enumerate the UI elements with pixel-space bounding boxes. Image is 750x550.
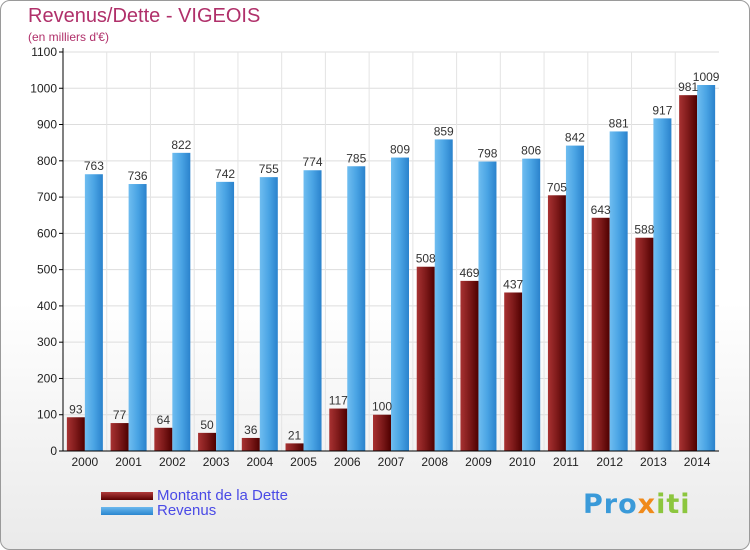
- bar-dette: [504, 292, 523, 451]
- data-label-dette: 643: [591, 203, 611, 217]
- bar-revenus: [653, 118, 672, 451]
- x-tick-label: 2010: [509, 455, 536, 469]
- y-tick-label: 300: [37, 335, 57, 349]
- x-tick-label: 2008: [421, 455, 448, 469]
- y-tick-label: 100: [37, 408, 57, 422]
- bar-revenus: [347, 166, 366, 451]
- bar-revenus: [259, 177, 278, 451]
- x-tick-label: 2011: [553, 455, 579, 469]
- legend-label-revenus: Revenus: [157, 502, 217, 519]
- bar-revenus: [609, 131, 628, 452]
- data-label-revenus: 1009: [693, 70, 720, 84]
- bar-dette: [329, 408, 348, 451]
- bar-revenus: [522, 158, 541, 451]
- axes: 0 100 200 300 400 500 600 700 800 900 1000 1100 2000…: [30, 45, 719, 469]
- data-label-dette: 50: [200, 418, 214, 432]
- y-tick-label: 0: [50, 444, 57, 458]
- x-tick-label: 2004: [246, 455, 273, 469]
- legend-swatch-revenus: [101, 507, 153, 515]
- bar-dette: [285, 443, 304, 451]
- y-tick-label: 600: [37, 226, 57, 240]
- data-label-dette: 981: [678, 80, 698, 94]
- data-label-dette: 64: [157, 413, 171, 427]
- bar-revenus: [434, 139, 453, 451]
- bar-dette: [679, 95, 698, 451]
- bar-revenus: [565, 145, 584, 452]
- data-label-dette: 117: [329, 394, 348, 408]
- x-tick-label: 2007: [378, 455, 405, 469]
- data-label-revenus: 822: [171, 138, 191, 152]
- y-tick-label: 200: [37, 371, 57, 385]
- data-label-dette: 100: [372, 400, 392, 414]
- data-label-dette: 705: [547, 180, 567, 194]
- data-label-revenus: 785: [346, 151, 366, 165]
- data-label-revenus: 736: [128, 169, 148, 183]
- data-label-revenus: 881: [609, 116, 629, 130]
- data-label-dette: 469: [459, 266, 479, 280]
- x-tick-label: 2009: [465, 455, 492, 469]
- y-tick-label: 1100: [31, 45, 57, 59]
- bar-dette: [591, 217, 610, 451]
- chart-subtitle: (en milliers d'€): [28, 30, 109, 44]
- chart-title: Revenus/Dette - VIGEOIS: [28, 5, 261, 27]
- x-tick-label: 2014: [684, 455, 711, 469]
- data-label-dette: 588: [634, 223, 654, 237]
- data-label-revenus: 774: [303, 155, 323, 169]
- y-tick-label: 400: [37, 299, 57, 313]
- x-tick-label: 2002: [159, 455, 186, 469]
- y-tick-label: 1000: [30, 81, 57, 95]
- bar-revenus: [84, 174, 103, 452]
- data-label-revenus: 755: [259, 162, 279, 176]
- x-tick-label: 2005: [290, 455, 317, 469]
- bar-dette: [373, 414, 391, 451]
- value-labels: 93 77 64 50 36 21 117 100 508 469 437 705 643 588 981 7…: [69, 70, 720, 442]
- x-tick-label: 2006: [334, 455, 361, 469]
- data-label-dette: 21: [288, 428, 302, 442]
- bar-revenus: [391, 157, 409, 451]
- bar-revenus: [697, 85, 716, 451]
- bar-dette: [198, 432, 217, 451]
- bar-revenus: [172, 152, 191, 451]
- bar-dette: [460, 280, 479, 451]
- bar-dette: [635, 237, 654, 451]
- x-tick-label: 2001: [115, 455, 142, 469]
- data-label-revenus: 859: [434, 124, 454, 138]
- data-label-revenus: 763: [84, 159, 104, 173]
- bar-dette: [416, 266, 435, 451]
- bar-dette: [66, 417, 85, 451]
- data-label-revenus: 809: [390, 143, 410, 157]
- x-tick-label: 2000: [72, 455, 99, 469]
- bar-dette: [154, 427, 173, 451]
- legend-swatch-dette: [101, 492, 153, 500]
- bars: [66, 85, 716, 452]
- data-label-dette: 437: [503, 277, 523, 291]
- bar-dette: [110, 423, 129, 451]
- bar-revenus: [128, 184, 147, 452]
- data-label-revenus: 798: [477, 147, 497, 161]
- x-tick-label: 2003: [203, 455, 230, 469]
- bar-dette: [547, 195, 566, 451]
- bar-revenus: [303, 170, 322, 451]
- data-label-revenus: 806: [521, 144, 541, 158]
- x-tick-label: 2012: [596, 455, 623, 469]
- data-label-revenus: 917: [652, 103, 672, 117]
- y-tick-label: 500: [37, 263, 57, 277]
- data-label-revenus: 742: [215, 167, 235, 181]
- y-tick-label: 800: [37, 154, 57, 168]
- data-label-dette: 93: [69, 402, 83, 416]
- proxiti-logo: Proxiti: [583, 489, 691, 520]
- bar-revenus: [478, 161, 497, 451]
- data-label-revenus: 842: [565, 131, 585, 145]
- data-label-dette: 508: [416, 252, 436, 266]
- legend-label-dette: Montant de la Dette: [157, 487, 288, 504]
- x-tick-label: 2013: [640, 455, 667, 469]
- bar-dette: [241, 437, 260, 451]
- y-tick-label: 700: [37, 190, 57, 204]
- data-label-dette: 36: [244, 423, 258, 437]
- y-tick-label: 900: [37, 118, 57, 132]
- bar-revenus: [216, 181, 235, 451]
- data-label-dette: 77: [113, 408, 127, 422]
